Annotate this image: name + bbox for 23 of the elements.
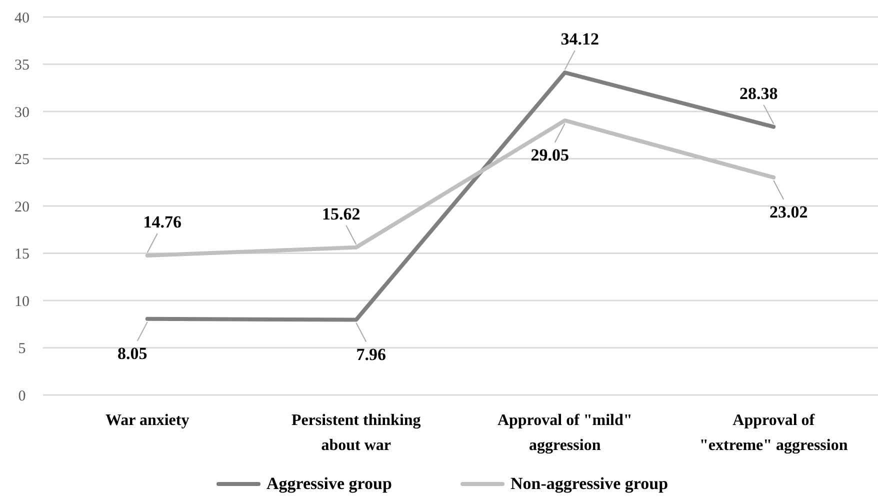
legend-label: Non-aggressive group [510,474,668,493]
y-tick-label: 0 [18,388,26,404]
data-label: 14.76 [143,212,182,232]
x-tick-label: Approval of "extreme" aggression [700,412,848,454]
x-tick-label: Approval of "mild" aggression [497,412,632,454]
legend-label: Aggressive group [266,474,392,493]
data-label: 28.38 [740,84,778,103]
y-tick-label: 10 [14,294,30,310]
x-tick-label: Persistent thinking about war [291,412,421,454]
y-tick-label: 30 [14,104,30,121]
data-label: 29.05 [530,145,569,164]
y-tick-label: 20 [14,199,30,216]
y-tick-label: 25 [14,152,30,168]
data-label: 8.05 [118,344,148,363]
data-label: 34.12 [560,30,599,49]
x-tick-label: War anxiety [106,412,190,429]
data-label: 23.02 [770,202,808,222]
y-tick-label: 5 [18,341,26,357]
data-label: 7.96 [356,344,386,364]
y-tick-label: 15 [14,246,30,262]
data-label: 15.62 [322,204,360,224]
y-tick-label: 35 [14,58,30,74]
y-tick-label: 40 [14,10,30,26]
